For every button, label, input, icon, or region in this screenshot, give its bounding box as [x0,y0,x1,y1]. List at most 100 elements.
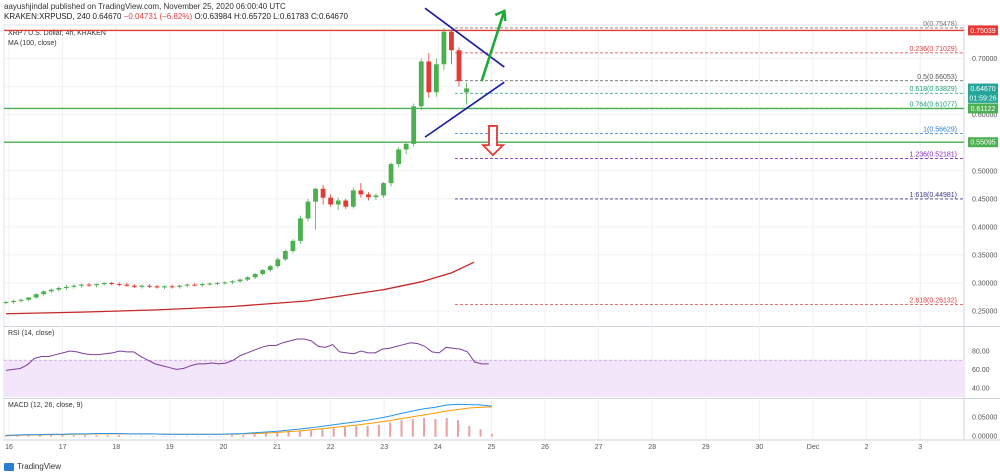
candle-body [64,286,69,288]
candle-body [222,282,228,284]
x-tick-label: 2 [865,444,869,451]
macd-histogram-bar [321,429,324,437]
symbol-name: KRAKEN:XRPUSD, 240 [4,12,91,21]
rsi-line [5,338,489,371]
price-badge [968,83,998,94]
macd-histogram-bar [140,436,143,437]
candle-body [366,194,371,198]
macd-histogram-bar [95,435,98,437]
candle-body [237,279,243,282]
candle-body [101,282,107,285]
candle-body [162,286,167,288]
x-tick-label: 21 [273,444,281,451]
price-badge [968,25,998,36]
y-tick-label: 0.40000 [972,224,997,231]
macd-histogram-bar [174,436,177,437]
bearish-arrow-icon [480,125,506,157]
candle-body [124,284,130,286]
candle-body [320,188,326,198]
candle-body [3,302,9,304]
x-tick-label: 29 [702,444,710,451]
x-tick-label: 30 [756,444,764,451]
candle-body [169,286,175,288]
candle-body [282,250,288,260]
candle-body [411,106,417,144]
rsi-title: RSI (14, close) [8,330,54,337]
y-tick-label: 0.50000 [972,168,997,175]
x-tick-label: 25 [488,444,496,451]
y-tick-label: 0.45000 [972,196,997,203]
high-value: 0.65720 [241,12,271,21]
macd-histogram-bar [366,425,369,437]
macd-histogram-bar [355,425,358,437]
x-tick-label: 18 [112,444,120,451]
fib-level-label: 0.5(0.66053) [917,74,957,81]
macd-histogram-bar [163,436,166,437]
macd-histogram-bar [38,435,41,437]
fib-level-label: 0.764(0.61077) [910,102,957,109]
fib-level-label: 1.618(0.44981) [910,192,957,199]
candle-body [177,285,183,287]
macd-histogram-bar [129,436,132,437]
symbol-line: KRAKEN:XRPUSD, 240 0.64670 −0.04731 (−6.… [4,12,348,21]
candle-body [381,183,386,196]
candle-body [396,149,401,165]
candle-body [275,259,281,267]
candle-body [343,200,349,207]
macd-histogram-bar [423,417,426,437]
macd-histogram-bar [84,435,87,437]
x-tick-label: 3 [918,444,922,451]
candle-body [433,64,439,93]
candle-body [449,31,454,51]
candle-body [207,283,213,285]
macd-histogram-bar [61,435,64,437]
candle-body [56,287,62,290]
macd-histogram-bar [457,420,459,437]
candle-body [154,286,160,288]
candle-body [267,266,273,271]
tradingview-logo-icon [4,462,14,471]
x-tick-label: 17 [59,444,67,451]
macd-histogram-bar [400,420,403,437]
x-tick-label: 27 [595,444,603,451]
ma-line [5,261,475,315]
publish-text: aayushjindal published on TradingView.co… [4,2,286,11]
y-tick-label: 0.70000 [972,56,997,63]
macd-histogram-bar [50,435,53,437]
macd-histogram-bar [27,435,30,437]
fib-level-label: 0.236(0.71029) [910,46,957,53]
macd-title: MACD (12, 26, close, 9) [8,402,83,409]
x-tick-label: 16 [5,444,13,451]
price-badge-label: 0.75039 [970,28,995,35]
triangle-upper-trendline [424,7,505,68]
candle-body [388,164,394,184]
publish-header: aayushjindal published on TradingView.co… [4,2,286,11]
macd-histogram-bar [389,422,392,437]
x-tick-label: 28 [648,444,656,451]
candle-body [245,277,250,280]
y-tick-label: 0.30000 [972,280,997,287]
fib-level-label: 2.618(0.26132) [910,298,957,305]
candle-body [441,31,447,65]
price-badge-label: 0.61122 [971,106,996,113]
candle-body [252,273,258,278]
x-tick-label: 24 [434,444,442,451]
candle-body [456,50,462,82]
chart-title: XRP / U.S. Dollar, 4h, KRAKEN [8,30,106,37]
y-tick-label: 0.35000 [972,252,997,259]
candle-body [464,88,469,93]
candle-body [11,300,16,303]
macd-line [5,403,492,436]
fib-level-label: 1(0.56629) [923,127,957,134]
footer: TradingView [4,462,61,471]
candle-body [328,197,334,205]
x-tick-label: 20 [220,444,228,451]
macd-histogram-bar [411,419,414,437]
bullish-arrow-shaft [480,10,506,82]
price-badge [968,103,998,114]
rsi-tick-label: 40.00 [972,385,990,392]
macd-histogram-bar [264,432,267,437]
brand-text: TradingView [17,462,62,471]
candle-body [79,284,84,286]
